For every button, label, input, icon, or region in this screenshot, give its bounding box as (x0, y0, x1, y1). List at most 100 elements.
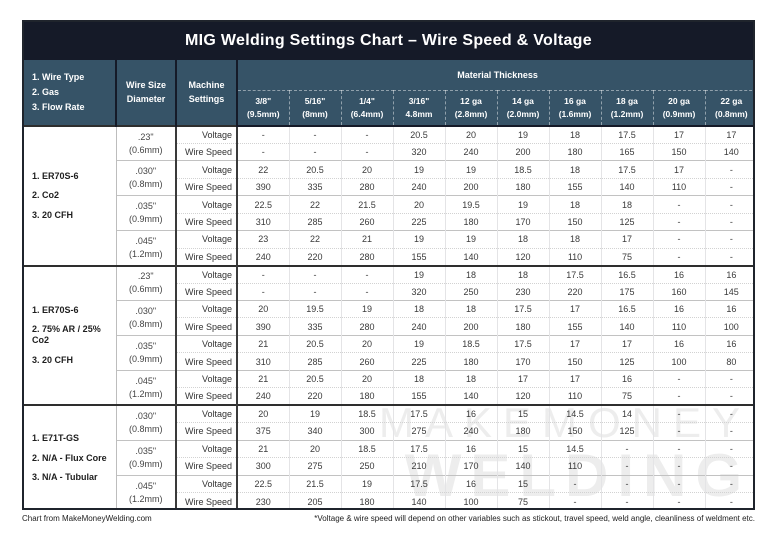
table-row: Wire Speed 300 275 250 210 170 140 110- - - (24, 457, 753, 476)
wire-speed-value-cell: 240 (392, 317, 445, 336)
voltage-value-cell: 20 (444, 124, 497, 144)
voltage-value-cell: 19 (288, 404, 341, 423)
wire-speed-value-cell: - (704, 177, 753, 196)
wire-speed-value-cell: 335 (288, 317, 341, 336)
wire-speed-value-cell: 240 (237, 387, 289, 406)
wire-speed-value-cell: 140 (392, 492, 445, 508)
voltage-value-cell: 16 (652, 334, 705, 353)
wire-speed-value-cell: - (288, 142, 341, 161)
wire-speed-value-cell: 220 (288, 247, 341, 266)
table-row: Wire Speed 390 335 280 240 200 180 155 140 110- (24, 177, 753, 196)
wire-speed-value-cell: 155 (392, 387, 445, 406)
voltage-value-cell: - (704, 230, 753, 249)
wire-speed-value-cell: 165 (600, 142, 653, 161)
table-row: .045" (1.2mm) Voltage 23 22 21 19 19 18 18 17- - (24, 230, 753, 266)
wire-speed-value-cell: 140 (600, 177, 653, 196)
wire-speed-value-cell: 310 (237, 212, 289, 231)
wire-speed-value-cell: - (548, 492, 601, 508)
voltage-value-cell: 18 (548, 195, 601, 214)
wire-speed-value-cell: - (652, 492, 705, 508)
voltage-value-cell: 17 (496, 369, 549, 388)
wire-speed-value-cell: 285 (288, 352, 341, 371)
wire-speed-value-cell: - (704, 212, 753, 231)
header-wire-type-gas-flowrate: 1. Wire Type 2. Gas 3. Flow Rate (24, 60, 117, 126)
thickness-column-header: 12 ga (2.8mm) (444, 90, 497, 127)
group-info-line: 2. N/A - Flux Core (32, 452, 107, 463)
voltage-value-cell: 16.5 (600, 264, 653, 284)
wire-speed-value-cell: 225 (392, 212, 445, 231)
wire-speed-value-cell: 145 (704, 282, 753, 301)
voltage-value-cell: 19 (392, 230, 445, 249)
wire-speed-value-cell: 110 (548, 387, 601, 406)
group-info-line: 1. ER70S-6 (32, 170, 79, 181)
wire-speed-value-cell: 100 (444, 492, 497, 508)
wire-speed-value-cell: - (652, 387, 705, 406)
voltage-value-cell: 18 (392, 369, 445, 388)
wire-speed-row-label: Wire Speed (175, 282, 238, 301)
voltage-row-label: Voltage (175, 404, 238, 423)
wire-speed-row-label: Wire Speed (175, 492, 238, 508)
voltage-value-cell: - (652, 404, 705, 423)
voltage-value-cell: - (652, 369, 705, 388)
wire-speed-value-cell: 260 (340, 212, 393, 231)
voltage-value-cell: 16 (444, 439, 497, 458)
wire-speed-row-label: Wire Speed (175, 177, 238, 196)
wire-speed-value-cell: 180 (340, 387, 393, 406)
voltage-value-cell: - (652, 195, 705, 214)
wire-size-cell: .045" (1.2mm) (115, 230, 177, 266)
voltage-value-cell: 16.5 (600, 300, 653, 318)
group-info-line: 3. 20 CFH (32, 354, 74, 365)
voltage-value-cell: - (652, 474, 705, 493)
wire-speed-value-cell: 200 (444, 177, 497, 196)
table-body: 1. ER70S-6 2. Co2 3. 20 CFH .23" (0.6mm) Volt… (24, 124, 753, 508)
wire-speed-value-cell: 75 (600, 387, 653, 406)
voltage-row-label: Voltage (175, 439, 238, 458)
header-wire-size-diameter: Wire Size Diameter (116, 60, 177, 126)
disclaimer-note: *Voltage & wire speed will depend on oth… (314, 514, 755, 523)
wire-speed-value-cell: 75 (496, 492, 549, 508)
voltage-row-label: Voltage (175, 474, 238, 493)
voltage-value-cell: 17.5 (392, 474, 445, 493)
footer: Chart from MakeMoneyWelding.com *Voltage… (22, 514, 755, 523)
wire-speed-value-cell: - (652, 422, 705, 441)
wire-speed-value-cell: - (600, 457, 653, 476)
wire-speed-value-cell: 150 (652, 142, 705, 161)
wire-speed-value-cell: 140 (496, 457, 549, 476)
wire-speed-value-cell: 275 (288, 457, 341, 476)
voltage-value-cell: - (237, 264, 289, 284)
settings-chart: MAKEMONEY WELDING MIG Welding Settings C… (22, 20, 755, 510)
table-row: .045" (1.2mm) Voltage 21 20.5 20 18 18 17 17 16- - (24, 369, 753, 406)
wire-speed-value-cell: 335 (288, 177, 341, 196)
voltage-value-cell: 18.5 (340, 404, 393, 423)
source-credit: Chart from MakeMoneyWelding.com (22, 514, 152, 523)
voltage-value-cell: 17 (600, 230, 653, 249)
voltage-value-cell: 18 (600, 195, 653, 214)
voltage-value-cell: 15 (496, 474, 549, 493)
voltage-value-cell: 18.5 (340, 439, 393, 458)
table-row: .035" (0.9mm) Voltage 21 20 18.5 17.5 16 15 14.5-… (24, 439, 753, 476)
table-row: Wire Speed 230 205 180 140 100 75- - - - (24, 492, 753, 508)
wire-speed-row-label: Wire Speed (175, 457, 238, 476)
wire-speed-value-cell: 155 (392, 247, 445, 266)
header-material-thickness: Material Thickness (237, 60, 753, 91)
voltage-value-cell: 16 (704, 264, 753, 284)
wire-speed-value-cell: 230 (237, 492, 289, 508)
wire-speed-value-cell: 240 (392, 177, 445, 196)
voltage-value-cell: 16 (444, 404, 497, 423)
wire-size-cell: .035" (0.9mm) (115, 439, 177, 476)
voltage-value-cell: 19 (392, 334, 445, 353)
wire-speed-value-cell: 250 (340, 457, 393, 476)
wire-speed-row-label: Wire Speed (175, 317, 238, 336)
voltage-value-cell: - (704, 195, 753, 214)
thickness-column-header: 20 ga (0.9mm) (652, 90, 705, 127)
header-info-line: 3. Flow Rate (32, 102, 85, 113)
voltage-value-cell: - (237, 124, 289, 144)
voltage-value-cell: 18 (444, 264, 497, 284)
wire-speed-value-cell: 140 (704, 142, 753, 161)
voltage-value-cell: 15 (496, 404, 549, 423)
wire-speed-value-cell: 390 (237, 177, 289, 196)
voltage-value-cell: 19 (444, 230, 497, 249)
voltage-value-cell: 20 (237, 300, 289, 318)
voltage-value-cell: 20 (340, 160, 393, 179)
